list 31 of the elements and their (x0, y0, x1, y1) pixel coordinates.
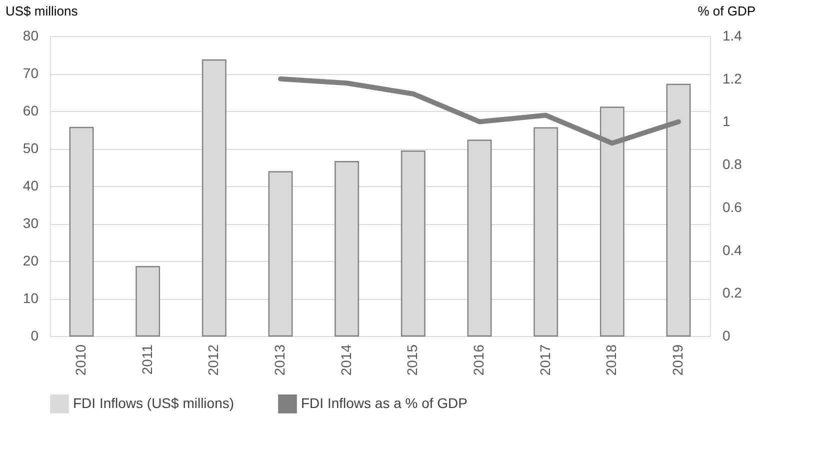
y-tick-label: 30 (22, 215, 39, 231)
x-tick-label: 2016 (470, 344, 486, 376)
y-tick-label: 0 (30, 328, 39, 344)
x-tick-label: 2017 (536, 344, 553, 376)
y-tick-label: 50 (22, 140, 39, 156)
y2-tick-label: 1.2 (722, 70, 742, 86)
x-tick-label: 2011 (138, 344, 155, 375)
y2-tick-label: 0.6 (722, 198, 742, 215)
legend-label: FDI Inflows as a % of GDP (301, 394, 468, 411)
x-tick-label: 2012 (205, 344, 222, 376)
y-tick-label: 20 (22, 252, 39, 268)
y-tick-label: 60 (22, 102, 39, 118)
y2-tick-label: 0.8 (722, 156, 742, 172)
y-tick-label: 70 (22, 65, 39, 81)
y2-axis-title: % of GDP (698, 4, 756, 18)
x-tick-label: 2010 (72, 344, 89, 376)
legend-label: FDI Inflows (US$ millions) (73, 394, 234, 411)
y2-tick-label: 0.2 (722, 284, 742, 301)
y2-tick-label: 1 (722, 113, 730, 130)
y2-tick-label: 0.4 (722, 242, 742, 258)
y-tick-label: 40 (22, 178, 39, 194)
y-axis-title: US$ millions (6, 4, 78, 18)
x-tick-label: 2014 (338, 344, 354, 376)
y-tick-label: 80 (22, 28, 39, 44)
x-tick-label: 2013 (272, 344, 288, 376)
x-tick-label: 2015 (404, 344, 420, 376)
y2-tick-label: 0 (722, 328, 730, 344)
y2-tick-label: 1.4 (722, 28, 742, 44)
x-tick-label: 2019 (669, 344, 686, 376)
x-tick-label: 2018 (603, 344, 620, 376)
y-tick-label: 10 (22, 290, 39, 306)
